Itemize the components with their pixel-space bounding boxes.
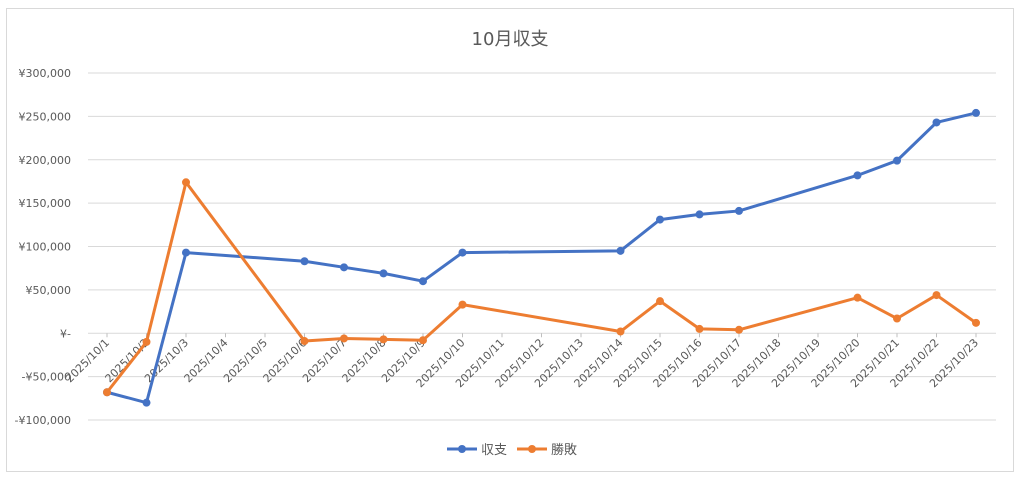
data-point[interactable]	[300, 337, 309, 346]
data-point[interactable]	[458, 300, 467, 309]
legend-marker	[528, 445, 536, 453]
data-point[interactable]	[853, 171, 862, 180]
data-point[interactable]	[893, 156, 901, 165]
data-point[interactable]	[616, 246, 625, 255]
chart-title: 10月収支	[472, 29, 549, 50]
data-point[interactable]	[932, 118, 941, 127]
y-axis-ticks: ¥300,000 ¥250,000 ¥200,000 ¥150,000 ¥100,000…	[15, 67, 71, 427]
data-point[interactable]	[735, 325, 743, 334]
data-point[interactable]	[300, 257, 309, 266]
data-point[interactable]	[419, 336, 427, 345]
data-point[interactable]	[340, 263, 348, 272]
chart-frame	[6, 8, 1014, 472]
y-tick-label: ¥150,000	[19, 197, 72, 210]
data-point[interactable]	[616, 327, 625, 336]
data-point[interactable]	[458, 248, 467, 257]
data-point[interactable]	[695, 324, 704, 333]
data-point[interactable]	[182, 248, 190, 257]
grid-lines	[88, 72, 996, 421]
series-line	[105, 180, 978, 394]
data-point[interactable]	[340, 334, 348, 343]
data-point[interactable]	[656, 297, 664, 306]
series-group	[103, 108, 980, 407]
y-tick-label: ¥-	[60, 327, 71, 340]
legend-label: 収支	[481, 443, 507, 458]
data-point[interactable]	[656, 215, 664, 224]
legend-label: 勝敗	[551, 443, 577, 458]
data-point[interactable]	[419, 277, 427, 286]
data-point[interactable]	[695, 210, 704, 219]
series-line	[105, 111, 978, 405]
data-point[interactable]	[735, 206, 743, 215]
y-tick-label: ¥50,000	[26, 284, 72, 297]
y-tick-label: ¥200,000	[19, 154, 72, 167]
y-tick-label: ¥100,000	[19, 241, 72, 254]
y-tick-label: -¥100,000	[15, 414, 71, 427]
data-point[interactable]	[972, 108, 980, 117]
data-point[interactable]	[379, 335, 388, 344]
series-1	[103, 108, 980, 407]
data-point[interactable]	[142, 337, 151, 346]
data-point[interactable]	[379, 269, 388, 278]
data-point[interactable]	[932, 291, 941, 300]
x-axis-ticks: 2025/10/12025/10/22025/10/32025/10/42025…	[63, 333, 981, 390]
legend-item[interactable]: 収支	[447, 443, 507, 458]
data-point[interactable]	[103, 388, 111, 397]
data-point[interactable]	[893, 314, 901, 323]
series-2	[103, 178, 980, 397]
data-point[interactable]	[853, 293, 862, 302]
data-point[interactable]	[182, 178, 190, 187]
legend[interactable]: 収支 勝敗	[447, 443, 577, 458]
y-tick-label: ¥250,000	[19, 110, 72, 123]
y-tick-label: ¥300,000	[19, 67, 72, 80]
legend-marker	[458, 445, 466, 453]
data-point[interactable]	[142, 398, 151, 407]
legend-item[interactable]: 勝敗	[517, 443, 577, 458]
data-point[interactable]	[972, 318, 980, 327]
y-tick-label: -¥50,000	[22, 371, 71, 384]
